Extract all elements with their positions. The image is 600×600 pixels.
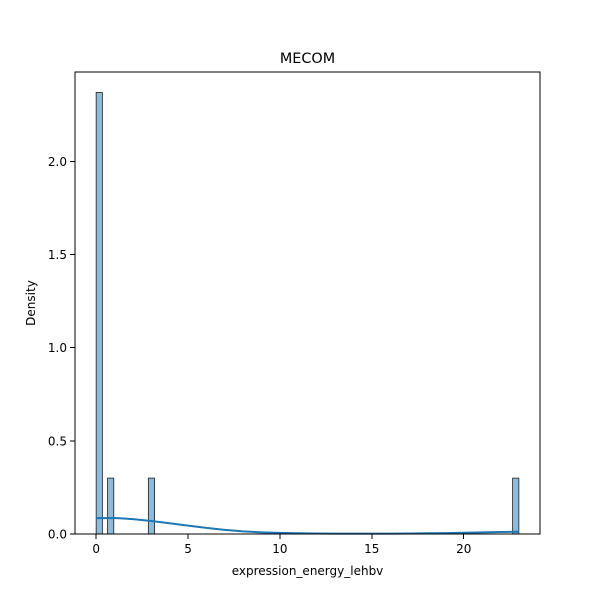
kde-curve-layer [96, 516, 519, 535]
histogram-bar-4 [512, 477, 520, 535]
y-tick-label: 1.0 [48, 341, 67, 355]
x-tick-label: 20 [456, 542, 471, 556]
y-tick-label: 0.5 [48, 434, 67, 448]
histogram-bar-3 [147, 477, 155, 535]
x-tick-label: 5 [184, 542, 192, 556]
x-tick-label: 10 [272, 542, 287, 556]
histogram-bar-2 [107, 477, 115, 535]
plot-frame [74, 71, 541, 535]
y-tick-label: 2.0 [48, 155, 67, 169]
x-tick-label: 15 [364, 542, 379, 556]
histogram-bars [95, 92, 520, 535]
y-axis-label: Density [24, 280, 38, 326]
x-tick-label: 0 [92, 542, 100, 556]
kde-curve [96, 516, 519, 535]
y-tick-label: 1.5 [48, 248, 67, 262]
y-axis: 0.0 0.5 1.0 1.5 2.0 [48, 155, 75, 542]
chart-title: MECOM [280, 51, 335, 67]
y-tick-label: 0.0 [48, 528, 67, 542]
x-axis-label: expression_energy_lehbv [232, 564, 384, 578]
x-axis: 0 5 10 15 20 [92, 534, 471, 556]
histogram-bar-1 [95, 92, 103, 535]
